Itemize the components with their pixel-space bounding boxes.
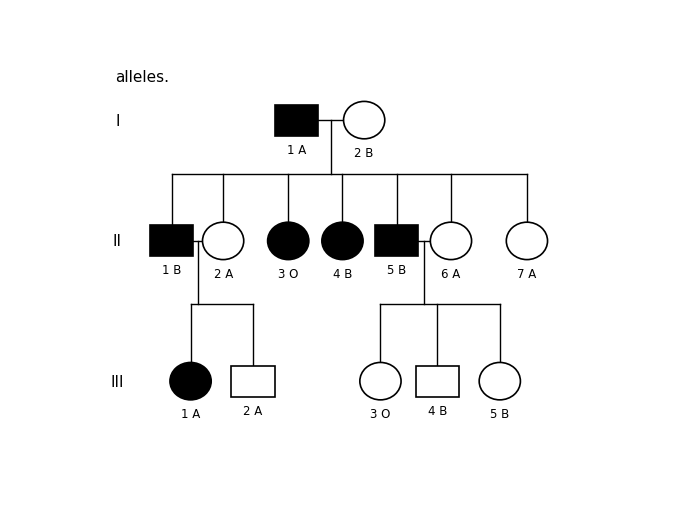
Text: 3 O: 3 O [370,407,391,420]
Ellipse shape [267,223,309,260]
Text: 5 B: 5 B [490,407,510,420]
Ellipse shape [202,223,244,260]
Text: 1 A: 1 A [181,407,200,420]
Bar [274,106,318,136]
Ellipse shape [480,363,520,400]
Ellipse shape [360,363,401,400]
Text: 2 A: 2 A [214,267,232,280]
Text: 4 B: 4 B [332,267,352,280]
Bar [150,226,193,257]
Text: 5 B: 5 B [387,264,406,277]
Ellipse shape [322,223,363,260]
Ellipse shape [344,102,385,139]
Text: 1 A: 1 A [287,143,306,157]
Ellipse shape [170,363,211,400]
Text: II: II [113,234,122,249]
Text: 4 B: 4 B [428,404,447,417]
Ellipse shape [506,223,547,260]
Text: 3 O: 3 O [278,267,298,280]
Text: 1 B: 1 B [162,264,181,277]
Ellipse shape [430,223,472,260]
Text: I: I [115,114,120,128]
Text: 2 B: 2 B [354,146,374,160]
Text: alleles.: alleles. [115,70,169,85]
Bar [231,366,274,397]
Text: 2 A: 2 A [244,404,262,417]
Text: 6 A: 6 A [442,267,461,280]
Text: III: III [111,374,124,389]
Bar [375,226,419,257]
Text: 7 A: 7 A [517,267,536,280]
Bar [416,366,459,397]
